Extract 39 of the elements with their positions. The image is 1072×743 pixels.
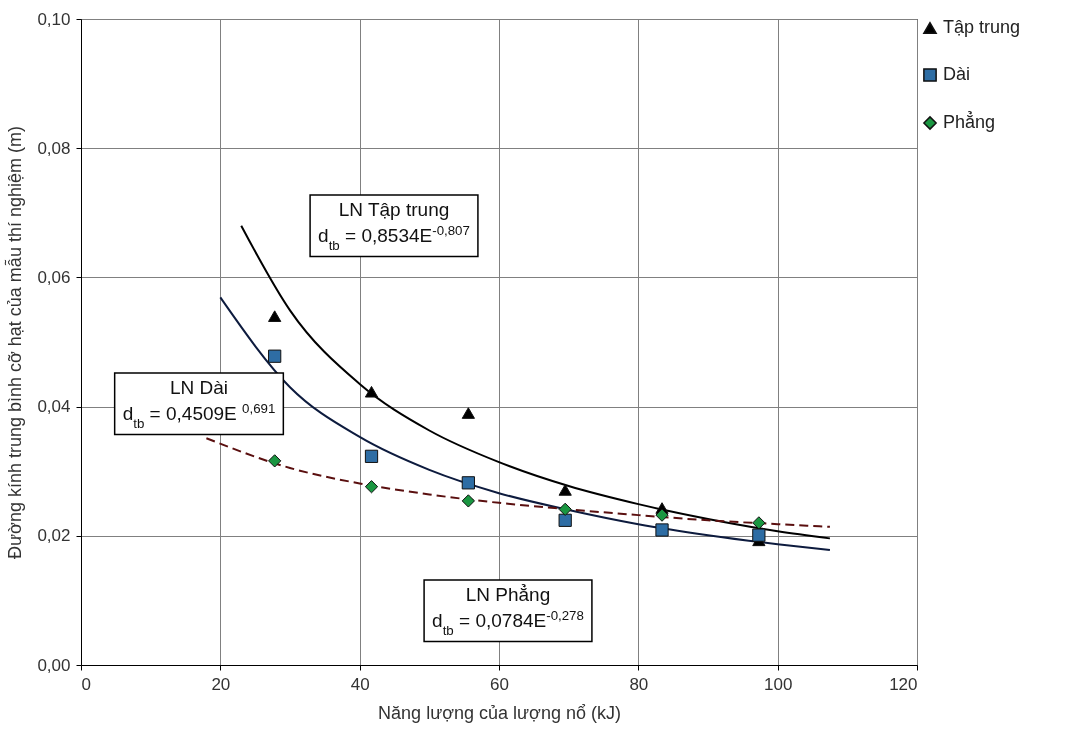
y-axis-title: Đường kính trung bình cỡ hạt của mẫu thí nghiệm (m)	[4, 126, 26, 559]
x-tick-label: 60	[490, 674, 509, 694]
line-series	[205, 437, 831, 528]
text: LN Phẳng d$_{tb}$ = 0,0784E$^{-0,278}$	[432, 584, 584, 638]
y-tick-label: 0,02	[37, 526, 71, 546]
y-tick-label: 0,00	[37, 655, 71, 675]
x-tick-label: 40	[350, 674, 370, 694]
point	[752, 516, 766, 530]
point	[752, 528, 766, 542]
point	[655, 523, 669, 537]
text: LN Dài d$_{tb}$ = 0,4509E $^{0,691}$	[122, 377, 276, 431]
y-tick-label: 0,10	[37, 9, 71, 29]
point	[461, 407, 475, 419]
y-tick-label: 0,04	[37, 397, 71, 417]
legend-label: Tập trung	[943, 17, 1021, 37]
legend-label: Phẳng	[943, 111, 996, 132]
x-tick-label: 0	[81, 674, 91, 694]
annotation: LN Tập trung d$_{tb}$ = 0,8534E$^{-0,807}$	[318, 199, 470, 253]
x-tick-label: 120	[889, 674, 918, 694]
point	[364, 385, 379, 398]
point	[461, 476, 475, 490]
point	[364, 449, 379, 463]
point	[364, 480, 379, 494]
x-tick-label: 80	[629, 674, 649, 694]
point	[461, 494, 475, 508]
legend-label: Dài	[943, 64, 971, 84]
x-axis-title: Năng lượng của lượng nổ (kJ)	[378, 702, 621, 723]
point	[268, 349, 282, 363]
y-tick-label: 0,08	[37, 138, 71, 158]
point	[655, 508, 669, 522]
y-tick-label: 0,06	[37, 267, 71, 287]
x-tick-label: 20	[211, 674, 231, 694]
point	[558, 513, 572, 527]
point	[268, 454, 282, 468]
x-tick-label: 100	[763, 674, 793, 694]
point	[558, 502, 572, 516]
line-series	[240, 224, 831, 540]
point	[558, 484, 572, 496]
point	[268, 310, 282, 322]
